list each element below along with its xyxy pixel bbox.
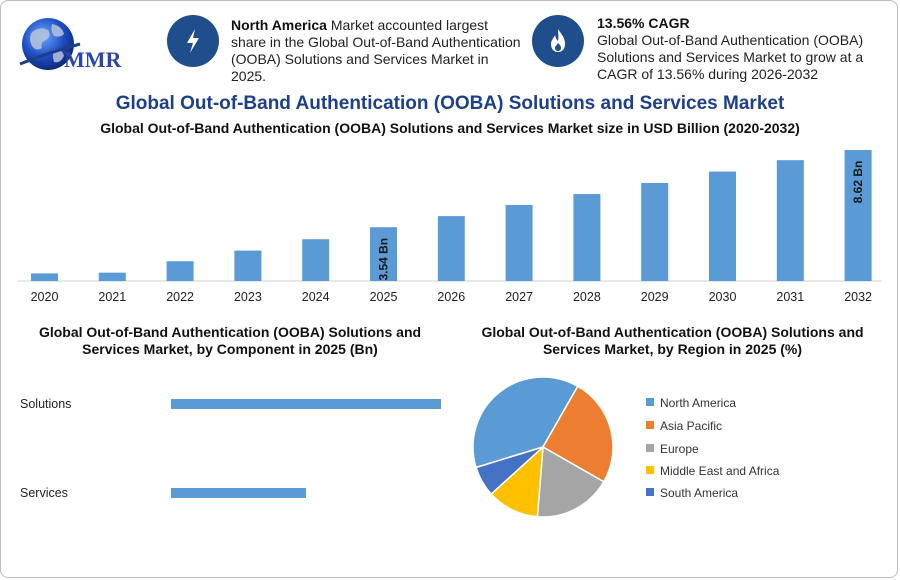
legend-swatch [646, 444, 654, 452]
x-tick-2028: 2028 [573, 290, 601, 304]
legend-label: North America [660, 396, 737, 410]
component-label-services: Services [20, 486, 68, 500]
legend-swatch [646, 488, 654, 496]
region-chart-title: Global Out-of-Band Authentication (OOBA)… [481, 324, 864, 357]
legend-swatch [646, 398, 654, 406]
x-tick-2025: 2025 [370, 290, 398, 304]
x-tick-2030: 2030 [709, 290, 737, 304]
component-bar-chart: Solutions Services [20, 397, 441, 500]
bar-2028 [573, 194, 601, 281]
bar-2020 [31, 273, 58, 281]
market-size-bar-chart: 2020 2021 2022 2023 2024 2025 3.54 Bn 2026 2027 2… [18, 150, 882, 304]
bar-2022 [166, 261, 194, 281]
info-left-body: Market accounted largest share in the Gl… [231, 17, 521, 84]
component-label-solutions: Solutions [20, 397, 71, 411]
info-right-bold: 13.56% CAGR [597, 15, 690, 31]
legend-item-north-america: North America [646, 396, 736, 410]
component-bar-solutions [171, 399, 441, 409]
component-bar-services [171, 488, 306, 498]
bar-2021 [98, 272, 126, 281]
legend-label: Middle East and Africa [660, 464, 780, 478]
flame-icon [532, 15, 584, 67]
bar-2025 [370, 227, 397, 281]
x-tick-2031: 2031 [776, 290, 804, 304]
info-right-body: Global Out-of-Band Authentication (OOBA)… [597, 32, 864, 82]
pie-slice-north-america [472, 376, 579, 469]
bar-2027 [505, 205, 533, 281]
main-title: Global Out-of-Band Authentication (OOBA)… [115, 93, 785, 114]
x-tick-2021: 2021 [98, 290, 126, 304]
component-chart-title: Global Out-of-Band Authentication (OOBA)… [38, 324, 422, 357]
legend-label: South America [660, 486, 739, 500]
info-left-bold: North America [231, 17, 327, 33]
x-tick-2023: 2023 [234, 290, 262, 304]
legend-swatch [646, 466, 654, 474]
pie-slice-south-america [475, 446, 544, 496]
legend-item-asia-pacific: Asia Pacific [646, 419, 722, 433]
bar-2032 [844, 150, 872, 281]
bar-2026 [437, 216, 465, 281]
legend-swatch [646, 421, 654, 429]
lightning-icon [167, 15, 219, 67]
region-pie-chart [472, 376, 614, 518]
data-label-2032: 8.62 Bn [851, 161, 865, 204]
bar-2023 [234, 250, 262, 281]
x-tick-2024: 2024 [302, 290, 330, 304]
data-label-2025: 3.54 Bn [377, 238, 391, 281]
x-tick-2027: 2027 [505, 290, 533, 304]
x-tick-2022: 2022 [166, 290, 194, 304]
x-tick-2026: 2026 [437, 290, 465, 304]
x-tick-2032: 2032 [844, 290, 872, 304]
info-right-text: 13.56% CAGR Global Out-of-Band Authentic… [597, 15, 882, 83]
info-left-text: North America Market accounted largest s… [231, 17, 521, 85]
legend-label: Europe [660, 442, 699, 456]
pie-slice-europe [536, 445, 605, 518]
x-tick-2020: 2020 [31, 290, 59, 304]
legend-item-south-america: South America [646, 486, 738, 500]
bar-2030 [709, 171, 736, 281]
pie-slice-asia-pacific [541, 385, 614, 483]
legend-label: Asia Pacific [660, 419, 723, 433]
bar-2031 [776, 160, 804, 281]
chart-title: Global Out-of-Band Authentication (OOBA)… [100, 120, 800, 136]
legend-item-europe: Europe [646, 442, 699, 456]
legend-item-middle-east-and-africa: Middle East and Africa [646, 464, 779, 478]
bar-2024 [302, 239, 330, 281]
mmr-logo [19, 18, 81, 70]
bar-2029 [641, 182, 669, 281]
x-tick-2029: 2029 [641, 290, 669, 304]
logo-text: MMR [64, 47, 122, 72]
